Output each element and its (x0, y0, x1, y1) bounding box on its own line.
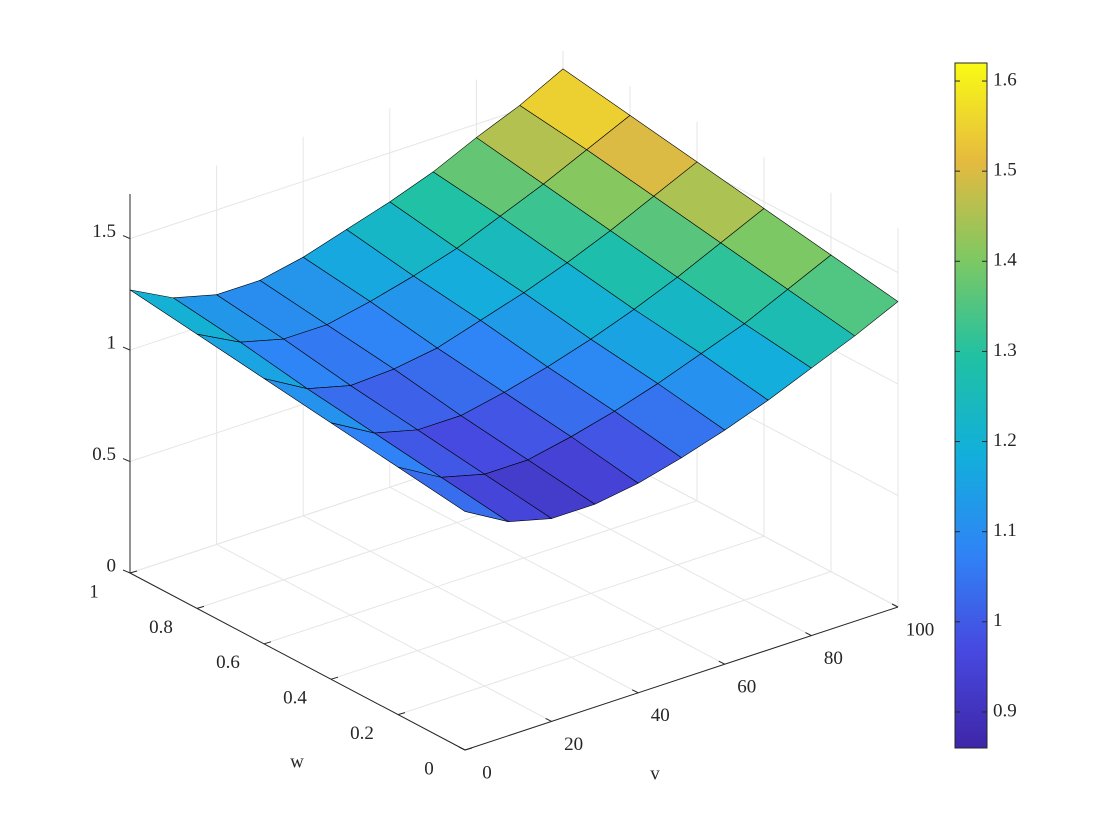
z-tick-label: 1.5 (92, 221, 116, 242)
x-tick-label: 20 (564, 734, 583, 755)
tick-mark (263, 641, 272, 645)
colorbar-tick-label: 1.6 (993, 69, 1017, 90)
y-tick-label: 0.6 (216, 652, 240, 673)
grid-line (216, 543, 552, 722)
tick-mark (631, 689, 639, 694)
tick-mark (122, 235, 131, 240)
z-tick-label: 1 (107, 332, 117, 353)
tick-mark (891, 603, 899, 608)
tick-mark (196, 605, 205, 609)
colorbar-tick-label: 1.1 (993, 520, 1017, 541)
tick-mark (397, 712, 406, 716)
z-tick-label: 0.5 (92, 444, 116, 465)
grid-line (330, 535, 765, 680)
x-tick-label: 0 (482, 762, 492, 783)
tick-mark (330, 676, 339, 680)
colorbar-tick-label: 0.9 (993, 700, 1017, 721)
grid-line (129, 95, 564, 240)
y-tick-label: 0.2 (350, 723, 374, 744)
tick-mark (805, 632, 812, 637)
surface (129, 68, 899, 522)
axis-line (129, 572, 466, 751)
tick-mark (122, 458, 131, 462)
y-tick-label: 1 (89, 581, 99, 602)
tick-mark (122, 346, 131, 351)
y-tick-label: 0 (424, 758, 434, 779)
x-axis-label: v (650, 763, 660, 784)
grid-line (389, 486, 726, 665)
y-tick-label: 0.4 (283, 688, 307, 709)
colorbar: 0.9 1 1.1 1.2 1.3 1.4 1.5 1.6 (954, 62, 1017, 749)
grid-line (263, 500, 698, 645)
tick-mark (545, 717, 552, 722)
tick-mark (718, 660, 726, 665)
y-tick-label: 0.8 (149, 617, 173, 638)
y-axis-label: w (290, 751, 304, 772)
colorbar-tick-label: 1.4 (993, 250, 1017, 271)
tick-mark (122, 569, 131, 574)
tick-mark (129, 570, 138, 574)
colorbar-scale (954, 62, 988, 749)
colorbar-tick-label: 1 (993, 610, 1003, 631)
axis-line (464, 606, 899, 751)
z-tick-label: 0 (107, 555, 117, 576)
x-tick-label: 100 (906, 619, 935, 640)
grid-line (302, 515, 639, 694)
x-tick-label: 80 (824, 648, 843, 669)
x-tick-label: 60 (737, 677, 756, 698)
colorbar-tick-label: 1.5 (993, 160, 1017, 181)
x-tick-label: 40 (651, 705, 670, 726)
colorbar-tick-label: 1.2 (993, 430, 1017, 451)
surface-patch (397, 466, 509, 522)
grid-line (397, 571, 832, 716)
colorbar-tick-label: 1.3 (993, 340, 1017, 361)
